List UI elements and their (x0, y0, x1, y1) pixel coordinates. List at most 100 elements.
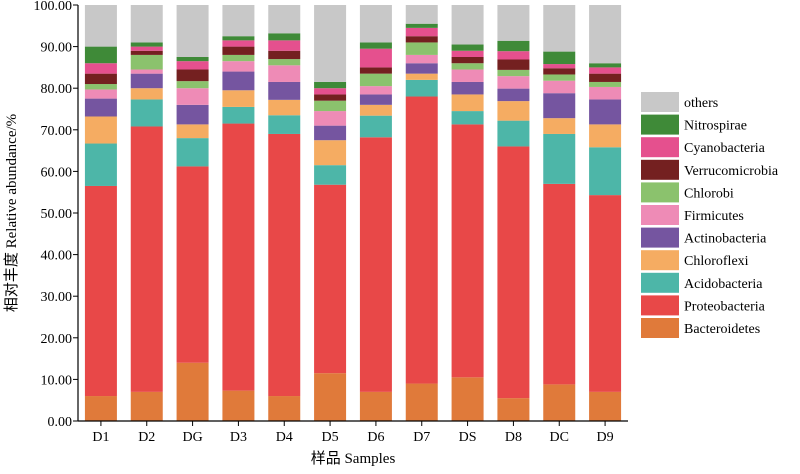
bar-segment-cyanobacteria-d1 (84, 63, 117, 74)
x-tick-label: DC (550, 430, 569, 445)
bar-segment-verrucomicrobia-d3 (222, 46, 255, 55)
bar-segment-chlorobi-d3 (222, 54, 255, 62)
bar-segment-chloroflexi-d1 (84, 116, 117, 144)
bar-segment-actinobacteria-d4 (268, 81, 301, 100)
bar-segment-bacteroidetes-d7 (405, 383, 438, 421)
bar-segment-chloroflexi-d4 (268, 99, 301, 116)
bar-segment-chlorobi-ds (451, 63, 484, 70)
bar-segment-others-ds (451, 5, 484, 45)
bar-segment-cyanobacteria-ds (451, 50, 484, 57)
legend-label-chloroflexi: Chloroflexi (684, 254, 749, 269)
x-tick-label: DS (459, 430, 477, 445)
bar-segment-chlorobi-d8 (497, 69, 530, 77)
bar-segment-firmicutes-d4 (268, 65, 301, 82)
bar-segment-chloroflexi-d9 (589, 124, 622, 148)
bar-segment-proteobacteria-d9 (589, 195, 622, 392)
bar-segment-firmicutes-d2 (130, 69, 163, 74)
bar-segment-actinobacteria-ds (451, 81, 484, 95)
legend-label-chlorobi: Chlorobi (684, 186, 734, 201)
bar-segment-chloroflexi-d5 (314, 140, 347, 166)
bars-group (84, 5, 622, 421)
x-tick-label: D8 (505, 430, 522, 445)
legend-swatch-chloroflexi (641, 250, 679, 271)
bar-segment-firmicutes-d3 (222, 61, 255, 72)
bar-segment-chlorobi-d9 (589, 81, 622, 87)
bar-segment-verrucomicrobia-d4 (268, 50, 301, 60)
bar-segment-cyanobacteria-d4 (268, 40, 301, 51)
bar-segment-cyanobacteria-d7 (405, 27, 438, 37)
bar-segment-nitrospirae-d6 (359, 42, 392, 49)
axes (77, 5, 628, 422)
legend-label-nitrospirae: Nitrospirae (684, 119, 747, 134)
legend-swatch-proteobacteria (641, 295, 679, 316)
bar-segment-cyanobacteria-d6 (359, 48, 392, 68)
bar-segment-chloroflexi-d3 (222, 90, 255, 107)
x-axis-ticks: D1 D2 DG D3 D4 D5 D6 D7 DS D8 DC D9 (92, 421, 614, 445)
x-tick-label: D2 (138, 430, 155, 445)
bar-segment-actinobacteria-d3 (222, 71, 255, 91)
bar-segment-nitrospirae-dc (543, 51, 576, 65)
bar-segment-verrucomicrobia-dc (543, 68, 576, 75)
bar-segment-verrucomicrobia-d7 (405, 36, 438, 43)
x-tick-label: D7 (413, 430, 430, 445)
bar-segment-chloroflexi-ds (451, 94, 484, 112)
bar-segment-nitrospirae-d2 (130, 42, 163, 47)
bar-segment-proteobacteria-ds (451, 124, 484, 378)
legend-swatch-nitrospirae (641, 114, 679, 135)
bar-segment-proteobacteria-d3 (222, 123, 255, 391)
bar-segment-acidobacteria-d4 (268, 115, 301, 134)
bar-segment-actinobacteria-d6 (359, 94, 392, 105)
bar-segment-chloroflexi-dg (176, 124, 209, 139)
bar-segment-firmicutes-d9 (589, 86, 622, 100)
bar-segment-chloroflexi-d8 (497, 101, 530, 121)
bar-segment-nitrospirae-d9 (589, 63, 622, 68)
y-tick-label: 50.00 (41, 207, 73, 222)
x-axis-label: 样品 Samples (311, 450, 396, 467)
legend-swatch-acidobacteria (641, 272, 679, 293)
legend-label-acidobacteria: Acidobacteria (684, 277, 763, 292)
bar-segment-chlorobi-d5 (314, 100, 347, 112)
bar-segment-firmicutes-ds (451, 69, 484, 82)
bar-segment-bacteroidetes-d6 (359, 391, 392, 421)
legend-label-firmicutes: Firmicutes (684, 209, 744, 224)
bar-segment-nitrospirae-dg (176, 57, 209, 62)
bar-segment-chlorobi-dg (176, 81, 209, 89)
bar-segment-verrucomicrobia-ds (451, 57, 484, 64)
legend-swatch-actinobacteria (641, 227, 679, 248)
bar-segment-firmicutes-dc (543, 80, 576, 94)
bar-segment-verrucomicrobia-d1 (84, 73, 117, 85)
legend-swatch-chlorobi (641, 182, 679, 203)
y-tick-label: 10.00 (41, 373, 73, 388)
bar-segment-acidobacteria-d3 (222, 106, 255, 124)
bar-segment-actinobacteria-d7 (405, 63, 438, 74)
bar-segment-cyanobacteria-dc (543, 64, 576, 69)
bar-segment-acidobacteria-dg (176, 138, 209, 167)
bar-segment-cyanobacteria-d2 (130, 46, 163, 51)
bar-segment-cyanobacteria-d8 (497, 51, 530, 60)
bar-segment-acidobacteria-ds (451, 111, 484, 125)
bar-segment-chlorobi-d6 (359, 73, 392, 87)
bar-segment-verrucomicrobia-dg (176, 69, 209, 82)
bar-segment-nitrospirae-ds (451, 44, 484, 51)
bar-segment-actinobacteria-d1 (84, 98, 117, 117)
bar-segment-bacteroidetes-d8 (497, 398, 530, 421)
bar-segment-others-d9 (589, 5, 622, 64)
bar-segment-acidobacteria-d6 (359, 115, 392, 138)
x-tick-label: D4 (276, 430, 293, 445)
bar-segment-bacteroidetes-d3 (222, 390, 255, 421)
x-tick-label: D6 (367, 430, 384, 445)
bar-segment-others-dg (176, 5, 209, 57)
bar-segment-proteobacteria-d5 (314, 184, 347, 374)
legend-swatch-firmicutes (641, 205, 679, 225)
y-axis-ticks: 0.00 10.00 20.00 30.00 40.00 50.00 60.00 70.00 8… (34, 0, 78, 430)
bar-segment-others-d2 (130, 5, 163, 43)
y-tick-label: 80.00 (41, 82, 73, 97)
bar-segment-acidobacteria-d1 (84, 143, 117, 186)
bar-segment-cyanobacteria-d3 (222, 40, 255, 47)
y-tick-label: 70.00 (41, 124, 73, 139)
y-axis-label: 相对丰度 Relative abundance/% (3, 114, 20, 312)
legend-label-actinobacteria: Actinobacteria (684, 232, 767, 247)
bar-segment-nitrospirae-d8 (497, 40, 530, 52)
legend: others Nitrospirae Cyanobacteria Verrucomic… (641, 92, 779, 338)
x-tick-label: D1 (92, 430, 109, 445)
